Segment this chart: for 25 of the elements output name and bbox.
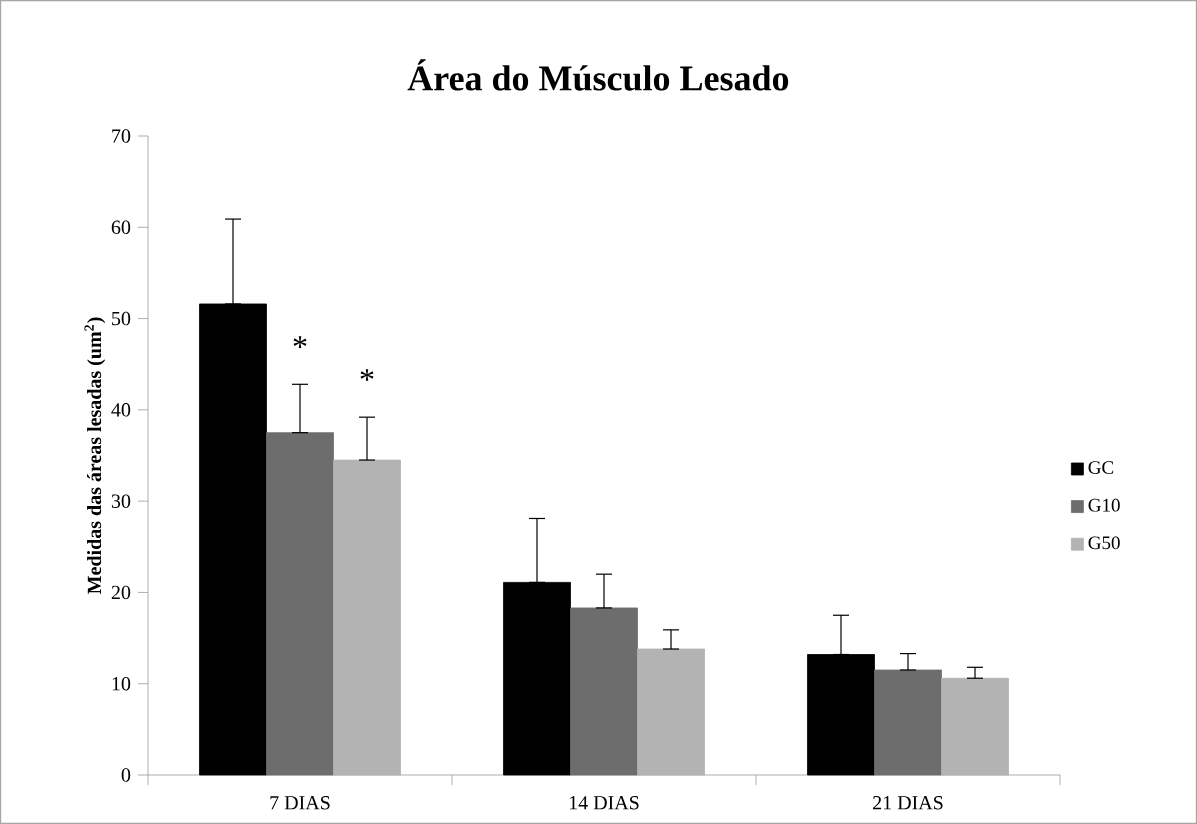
y-tick-label: 50 — [112, 311, 131, 326]
y-tick-label: 10 — [112, 676, 131, 691]
bar — [266, 432, 334, 776]
bar — [570, 607, 638, 776]
y-tick-label: 60 — [111, 220, 131, 235]
bar — [637, 648, 705, 776]
annotation: * — [360, 369, 374, 381]
y-tick-label: 20 — [111, 585, 131, 600]
y-tick-label: 30 — [111, 494, 131, 508]
annotation: * — [293, 336, 307, 349]
legend-label: G10 — [1088, 498, 1120, 512]
x-tick-label: 7 DIAS — [270, 796, 330, 810]
chart-title: Área do Músculo Lesado — [407, 59, 789, 91]
bar — [941, 677, 1009, 776]
legend-label: GC — [1088, 461, 1114, 474]
x-tick-label: 14 DIAS — [569, 796, 639, 810]
y-tick-label: 40 — [111, 403, 131, 417]
bar — [199, 303, 267, 776]
legend-label: G50 — [1088, 536, 1120, 550]
bar — [874, 669, 942, 776]
y-tick-label: 0 — [121, 768, 131, 782]
y-tick-label: 70 — [112, 129, 131, 143]
bar — [333, 459, 401, 776]
y-axis-title: Medidas das áreas lesadas (um$^{2}$) — [84, 317, 106, 594]
x-tick-label: 21 DIAS — [873, 796, 943, 810]
